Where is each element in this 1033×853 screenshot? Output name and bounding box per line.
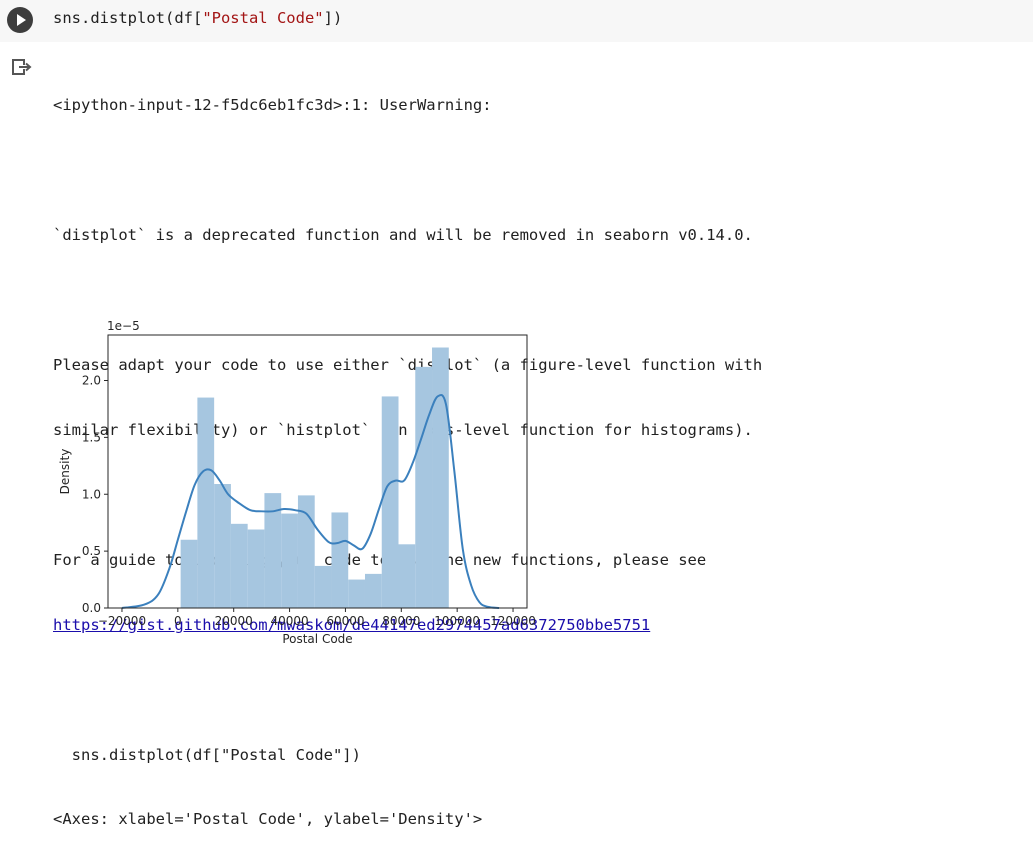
y-axis-ticks: 0.0 0.5 1.0 1.5 2.0 — [82, 374, 108, 615]
x-tick-label: 0 — [174, 614, 182, 628]
axes-frame — [107, 334, 528, 609]
x-axis-label: Postal Code — [282, 632, 352, 646]
histogram-bars — [180, 347, 449, 608]
histogram-bar — [180, 539, 198, 608]
histogram-bar — [381, 396, 399, 608]
axes-repr: <Axes: xlabel='Postal Code', ylabel='Den… — [53, 810, 483, 829]
histogram-bar — [364, 573, 382, 608]
distribution-plot: 1e−5 −20000 0 20000 40000 60000 80000 100000 12… — [58, 319, 536, 646]
y-tick-label: 2.0 — [82, 374, 101, 388]
x-tick-label: 80000 — [382, 614, 420, 628]
x-tick-label: 120000 — [490, 614, 536, 628]
histogram-bar — [348, 579, 365, 608]
kde-curve — [121, 393, 500, 609]
x-tick-label: 40000 — [270, 614, 308, 628]
deprecation-message: `distplot` is a deprecated function and … — [53, 226, 753, 245]
x-tick-label: 60000 — [326, 614, 364, 628]
histogram-bar — [247, 529, 265, 608]
histogram-bar — [281, 513, 298, 608]
y-tick-label: 1.5 — [82, 430, 101, 444]
histogram-bar — [331, 512, 349, 608]
run-cell-button[interactable] — [7, 7, 33, 33]
guide-link[interactable]: https://gist.github.com/mwaskom/de44147e… — [53, 615, 651, 634]
code-editor-line[interactable]: sns.distplot(df["Postal Code"]) — [53, 9, 342, 27]
y-tick-label: 0.0 — [82, 601, 101, 615]
x-tick-label: 100000 — [434, 614, 480, 628]
code-suffix: ]) — [323, 9, 343, 27]
echo-source-line: sns.distplot(df["Postal Code"]) — [53, 745, 361, 764]
code-string-literal: "Postal Code" — [202, 9, 324, 27]
output-icon[interactable] — [12, 58, 34, 78]
y-tick-label: 0.5 — [82, 544, 101, 558]
histogram-bar — [297, 495, 315, 608]
histogram-bar — [197, 397, 215, 608]
adapt-message-line-1: Please adapt your code to use either `di… — [53, 356, 763, 375]
y-axis-label: Density — [58, 449, 72, 495]
code-prefix: sns.distplot(df[ — [53, 9, 203, 27]
x-tick-label: 20000 — [215, 614, 253, 628]
histogram-bar — [398, 544, 416, 608]
x-axis-ticks: −20000 0 20000 40000 60000 80000 100000 120000 — [98, 608, 536, 628]
histogram-bar — [214, 484, 231, 608]
histogram-bar — [314, 565, 332, 608]
histogram-bar — [415, 366, 433, 608]
code-cell[interactable]: sns.distplot(df["Postal Code"]) — [0, 0, 1033, 42]
histogram-bar — [432, 347, 449, 608]
y-tick-label: 1.0 — [82, 487, 101, 501]
y-offset-text: 1e−5 — [107, 319, 140, 333]
histogram-bar — [264, 493, 282, 608]
histogram-bar — [230, 523, 248, 608]
x-tick-label: −20000 — [98, 614, 146, 628]
warning-header: <ipython-input-12-f5dc6eb1fc3d>:1: UserW… — [53, 96, 492, 115]
